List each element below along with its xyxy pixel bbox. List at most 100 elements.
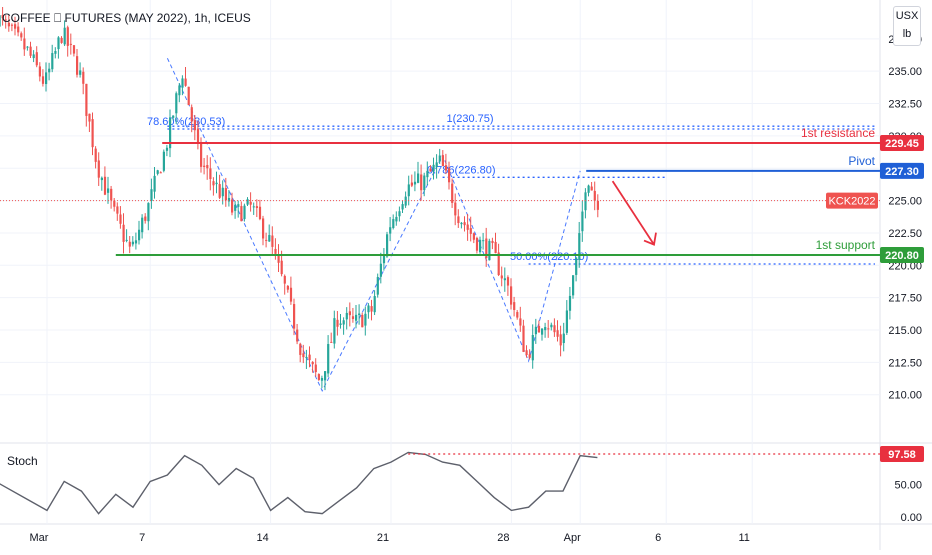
candle-body: [252, 206, 255, 208]
key-level-label: 1st support: [816, 238, 876, 252]
candle-body: [178, 85, 181, 96]
candle-body: [26, 46, 29, 48]
time-tick-label: 28: [497, 532, 509, 544]
candle-body: [448, 168, 451, 183]
candle-body: [63, 27, 66, 45]
candle-body: [79, 70, 82, 75]
candle-body: [206, 164, 209, 169]
candle-body: [581, 211, 584, 232]
projection-arrow[interactable]: [611, 180, 657, 246]
candle-body: [575, 257, 578, 275]
candle-body: [203, 165, 206, 167]
candle-body: [268, 235, 271, 242]
time-tick-label: Apr: [564, 532, 581, 544]
candle-body: [237, 204, 240, 207]
candle-body: [401, 204, 404, 210]
candle-body: [94, 148, 97, 162]
candle-body: [107, 188, 110, 193]
candle-body: [240, 206, 243, 222]
candle-body: [559, 334, 562, 346]
stoch-tick-label: 50.00: [894, 480, 922, 492]
candle-body: [435, 162, 438, 168]
price-badge-label: 229.45: [885, 138, 919, 150]
candle-body: [4, 19, 7, 21]
candle-body: [336, 319, 339, 327]
currency-unit-selector[interactable]: USX lb: [893, 6, 921, 46]
price-tick-label: 235.00: [888, 66, 922, 78]
candle-body: [209, 168, 212, 179]
candle-body: [243, 205, 246, 220]
time-tick-label: 6: [655, 532, 661, 544]
candle-body: [23, 38, 26, 50]
candle-body: [32, 54, 35, 59]
candle-body: [479, 239, 482, 253]
candle-body: [20, 33, 23, 38]
candle-body: [246, 199, 249, 205]
candle-body: [265, 239, 268, 241]
price-badge: [880, 135, 924, 151]
candle-body: [404, 196, 407, 206]
time-axis[interactable]: Mar 7 14 21 28 Apr 6 11: [30, 532, 750, 544]
candle-body: [348, 311, 351, 316]
candle-body: [221, 187, 224, 197]
candle-body: [525, 350, 528, 356]
fib-label: 0.786(226.80): [427, 164, 496, 176]
candle-body: [429, 168, 432, 172]
candle-body: [286, 285, 289, 290]
candle-body: [373, 296, 376, 313]
candle-body: [0, 15, 1, 27]
candle-body: [29, 46, 32, 56]
price-badge-label: 227.30: [885, 166, 919, 178]
candle-body: [510, 286, 513, 305]
candle-body: [218, 184, 221, 198]
fib-label: 1(230.75): [446, 113, 493, 125]
price-tick-label: 225.00: [888, 196, 922, 208]
candle-body: [553, 325, 556, 333]
time-tick-label: 7: [139, 532, 145, 544]
candle-body: [463, 222, 466, 226]
candle-body: [184, 78, 187, 86]
time-tick-label: 21: [377, 532, 389, 544]
candle-body: [528, 354, 531, 358]
price-badges: 229.45 227.30 220.80 KCK2022 97.58: [826, 135, 924, 462]
candle-body: [156, 170, 159, 174]
candle-body: [85, 83, 88, 116]
candle-body: [482, 240, 485, 242]
candle-body: [339, 323, 342, 325]
candle-body: [35, 52, 38, 66]
candle-body: [593, 190, 596, 201]
candle-body: [469, 228, 472, 234]
price-badge: [880, 246, 924, 263]
candle-body: [159, 172, 162, 174]
candle-body: [165, 147, 169, 151]
candle-body: [119, 214, 122, 224]
candle-body: [277, 254, 280, 263]
stoch-tick-label: 0.00: [901, 512, 922, 524]
candle-body: [395, 216, 398, 222]
candle-body: [438, 155, 441, 162]
candle-body: [280, 260, 283, 275]
candle-body: [351, 316, 355, 319]
candle-body: [224, 188, 227, 201]
candle-body: [370, 306, 373, 312]
candlesticks: [0, 6, 599, 391]
candle-body: [14, 24, 17, 29]
price-tick-label: 220.00: [888, 260, 922, 272]
candle-body: [10, 24, 14, 26]
candle-body: [578, 233, 581, 261]
time-tick-label: 11: [738, 532, 749, 544]
candle-body: [398, 211, 401, 217]
candle-body: [522, 325, 525, 352]
candle-body: [274, 248, 277, 254]
candle-body: [407, 184, 410, 197]
candle-body: [172, 115, 175, 118]
candle-body: [355, 314, 358, 321]
candle-body: [382, 254, 386, 264]
candle-body: [506, 277, 510, 286]
candle-body: [386, 234, 389, 257]
candle-body: [138, 229, 141, 241]
candle-body: [100, 177, 103, 181]
candle-body: [392, 219, 395, 229]
